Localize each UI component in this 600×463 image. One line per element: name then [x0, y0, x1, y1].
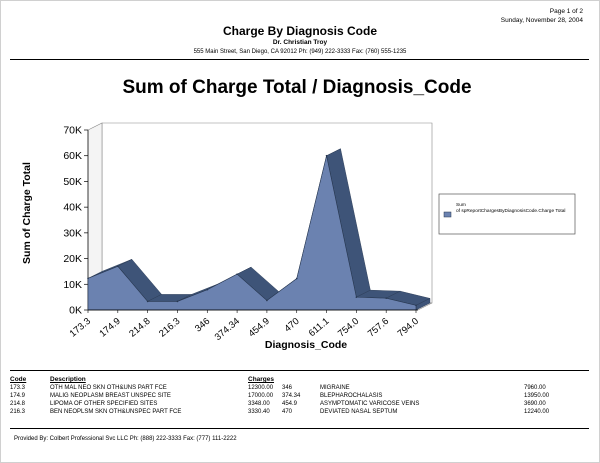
data-point [295, 277, 298, 280]
x-axis-label: Diagnosis_Code [265, 339, 347, 351]
legend-swatch [443, 211, 452, 218]
report-title: Charge By Diagnosis Code [222, 24, 378, 38]
table-cell-code2: 454.9 [282, 401, 298, 407]
col-header-description: Description [50, 376, 86, 383]
practice-address: 555 Main Street, San Diego, CA 92012 Ph:… [193, 49, 407, 55]
report-date: Sunday, November 28, 2004 [500, 17, 583, 24]
data-point [236, 273, 238, 275]
table-cell-charges2: 3690.00 [524, 401, 546, 407]
x-tick-label: 757.6 [366, 316, 391, 340]
doctor-name: Dr. Christian Troy [272, 39, 328, 46]
y-axis-label: Sum of Charge Total [21, 162, 33, 264]
back-wall [101, 122, 433, 304]
data-point [146, 300, 149, 303]
x-tick-label: 174.9 [97, 316, 122, 340]
data-point [206, 288, 209, 291]
x-tick-label: 470 [282, 316, 301, 335]
x-tick-label: 374.34 [213, 316, 242, 343]
table-cell-code2: 374.34 [282, 393, 301, 399]
y-tick-label: 50K [63, 176, 82, 188]
report-footer: Provided By: Colbert Professional Svc LL… [14, 436, 237, 442]
table-cell-description: OTH MAL NEO SKN OTH&UNS PART FCE [50, 385, 167, 391]
x-tick-label: 454.9 [247, 316, 272, 340]
legend: Sum of spReportChargesByDiagnosisCode.Cha… [438, 193, 576, 235]
table-cell-charges: 12300.00 [248, 385, 274, 391]
x-tick-label: 754.0 [336, 316, 361, 340]
data-point [87, 277, 89, 280]
table-cell-charges: 3330.40 [248, 409, 270, 415]
table-cell-charges: 3348.00 [248, 401, 270, 407]
chart-title: Sum of Charge Total / Diagnosis_Code [122, 77, 471, 98]
y-tick-label: 40K [63, 202, 82, 214]
y-tick-label: 30K [63, 227, 82, 239]
table-cell-code: 214.8 [10, 401, 26, 407]
header-divider [10, 59, 589, 60]
data-point [325, 154, 328, 157]
table-cell-charges2: 13950.00 [524, 393, 550, 399]
legend-entry: Sum of spReportChargesByDiagnosisCode.Cha… [456, 202, 566, 214]
y-axis: 0K 10K 20K 30K 40K 50K 60K 70K [63, 125, 89, 317]
table-cell-charges2: 12240.00 [524, 409, 550, 415]
table-cell-code: 174.9 [10, 393, 26, 399]
legend-box [438, 193, 576, 235]
x-tick-label: 611.1 [307, 316, 332, 339]
table-cell-charges2: 7960.00 [524, 385, 546, 391]
data-point [415, 304, 417, 307]
data-point [355, 296, 358, 298]
col-header-charges: Charges [248, 376, 275, 383]
x-tick-label: 216.3 [157, 316, 182, 340]
table-cell-description2: ASYMPTOMATIC VARICOSE VEINS [320, 401, 420, 407]
table-cell-description2: BLEPHAROCHALASIS [320, 393, 383, 399]
y-tick-label: 70K [63, 125, 82, 137]
y-tick-label: 10K [63, 279, 82, 291]
table-cell-description: LIPOMA OF OTHER SPECIFIED SITES [50, 401, 158, 407]
table-cell-description2: DEVIATED NASAL SEPTUM [320, 409, 398, 415]
footer-divider [10, 428, 589, 429]
x-tick-label: 346 [193, 316, 212, 335]
x-tick-label: 214.8 [127, 316, 152, 340]
x-axis: 173.3 174.9 214.8 216.3 346 374.34 454.9 470 611… [68, 309, 421, 343]
data-point [385, 297, 387, 299]
page-number: Page 1 of 2 [549, 8, 583, 15]
series-area [87, 148, 431, 311]
y-tick-label: 0K [69, 305, 82, 317]
data-point [176, 300, 179, 303]
area-chart: Sum of Charge Total / Diagnosis_Code 0K1… [21, 77, 576, 351]
data-point [266, 299, 268, 302]
y-tick-label: 20K [63, 253, 82, 265]
table-cell-code2: 470 [282, 409, 293, 415]
table-cell-code: 173.3 [10, 385, 26, 391]
chart-divider [10, 370, 589, 371]
x-tick-label: 173.3 [68, 316, 93, 340]
data-point [117, 265, 119, 268]
x-tick-label: 794.0 [396, 316, 421, 340]
table-cell-code2: 346 [282, 385, 293, 391]
table-cell-code: 216.3 [10, 409, 26, 415]
table-cell-description2: MIGRAINE [320, 385, 350, 391]
table-cell-description: BEN NEOPLSM SKN OTH&UNSPEC PART FCE [50, 409, 182, 415]
col-header-code: Code [10, 376, 27, 383]
table-cell-description: MALIG NEOPLASM BREAST UNSPEC SITE [50, 393, 171, 399]
y-tick-label: 60K [63, 150, 82, 162]
table-cell-charges: 17000.00 [248, 393, 274, 399]
